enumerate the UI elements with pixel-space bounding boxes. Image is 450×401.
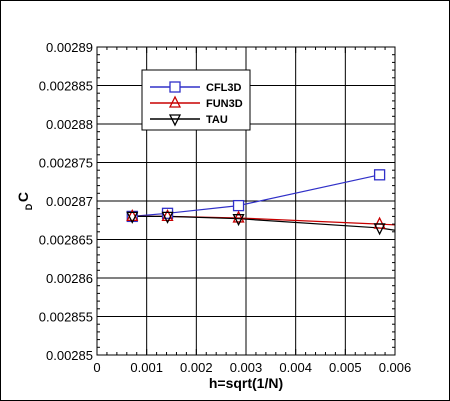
legend-label: FUN3D [206, 98, 243, 110]
legend-items: CFL3D FUN3D TAU [150, 81, 243, 127]
y-tick-label: 0.002885 [39, 79, 93, 94]
data-point-tau [161, 211, 174, 224]
series-markers-fun3d [126, 208, 386, 229]
y-axis-title-main: C [15, 192, 31, 202]
legend-swatch-marker [168, 114, 182, 127]
ticks [96, 46, 396, 356]
x-tick-label: 0.003 [230, 360, 263, 375]
legend-entry-fun3d: FUN3D [150, 95, 243, 110]
data-point-fun3d [126, 208, 139, 222]
series-line-cfl3d [132, 174, 380, 217]
legend-entry-cfl3d: CFL3D [150, 81, 242, 94]
data-point-tau [126, 211, 139, 224]
data-point-cfl3d [232, 199, 245, 212]
data-point-fun3d [161, 208, 174, 222]
y-axis-title: C D [15, 192, 34, 210]
data-point-tau [373, 223, 386, 236]
data-point-cfl3d [373, 169, 386, 181]
y-axis-title-subscript: D [24, 203, 34, 210]
series-layer [126, 169, 395, 236]
x-tick-label: 0.001 [130, 360, 163, 375]
legend-box [141, 69, 251, 131]
y-tick-label: 0.002855 [39, 310, 93, 325]
x-tick-label: 0 [93, 360, 100, 375]
legend-entry-tau: TAU [150, 114, 228, 127]
x-tick-label: 0.004 [279, 360, 312, 375]
y-tick-label: 0.002875 [39, 156, 93, 171]
tick-labels: 0 0.001 0.002 0.003 0.004 0.005 0.006 0.00285 0.… [39, 40, 412, 375]
legend-swatch-marker [168, 95, 182, 108]
y-tick-label: 0.00288 [46, 117, 93, 132]
y-tick-label: 0.00286 [46, 271, 93, 286]
y-tick-label: 0.002865 [39, 233, 93, 248]
legend-label: CFL3D [206, 82, 242, 94]
x-tick-label: 0.006 [379, 360, 412, 375]
legend-label: TAU [206, 114, 228, 126]
data-point-fun3d [373, 216, 386, 229]
x-tick-label: 0.005 [329, 360, 362, 375]
data-point-tau [232, 214, 245, 227]
y-tick-label: 0.00289 [46, 40, 93, 55]
x-tick-label: 0.002 [180, 360, 213, 375]
x-axis-title: h=sqrt(1/N) [209, 375, 283, 391]
y-tick-label: 0.00285 [46, 348, 93, 363]
series-cfl3d [132, 174, 380, 217]
series-markers-tau [126, 211, 386, 236]
y-tick-label: 0.00287 [46, 194, 93, 209]
legend-swatch-marker [169, 81, 181, 93]
legend: CFL3D FUN3D TAU [141, 69, 251, 131]
data-point-fun3d [232, 210, 245, 223]
